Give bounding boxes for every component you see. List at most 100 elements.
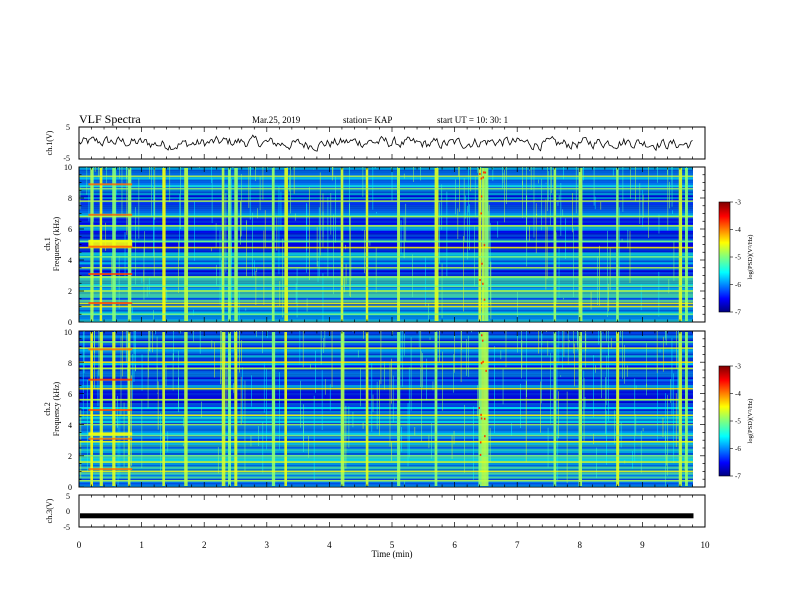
spectrogram-row (79, 212, 693, 216)
spectrogram-row (79, 452, 693, 456)
spectrogram-row (79, 280, 693, 283)
spectrogram-line (79, 240, 693, 243)
spectrogram-line (79, 266, 693, 269)
spectrogram-row (79, 391, 693, 394)
spectrogram-row (79, 179, 693, 182)
spectrogram-burst (578, 332, 583, 486)
spectrogram-burst (397, 332, 401, 486)
spectrogram-row (79, 226, 693, 229)
spectrogram-hotspot (480, 413, 482, 416)
spectrogram-line (79, 215, 693, 218)
spectrogram-row (79, 446, 693, 450)
spectrogram-line (79, 398, 693, 401)
spectrogram-line (79, 175, 693, 178)
spectrogram-burst (234, 332, 238, 486)
spectrogram-burst (478, 332, 482, 486)
spectrogram-row (79, 234, 693, 237)
spectrogram-row (79, 466, 693, 469)
spectrogram-row (79, 216, 693, 220)
spectrogram-row (79, 193, 693, 196)
spectrogram-burst (616, 332, 620, 486)
spectrogram-row (79, 395, 693, 398)
spectrogram-row (79, 191, 693, 194)
time-tick-label: 5 (390, 540, 395, 550)
spectrogram-line (79, 479, 693, 482)
ch3-ytick-mid: 0 (66, 507, 70, 516)
spectrogram-line (79, 440, 693, 443)
spectrogram-row (79, 210, 693, 214)
spectrogram-burst (481, 332, 486, 486)
ch1-spectrogram-image (79, 167, 693, 322)
ch2-ytick-8: 8 (68, 359, 72, 368)
spectrogram-row (79, 206, 693, 210)
spectrogram-burst (284, 168, 288, 321)
spectrogram-hotspot (480, 417, 483, 420)
spectrogram-row (79, 403, 693, 406)
spectrogram-line (79, 187, 693, 190)
spectrogram-line (79, 414, 693, 417)
spectrogram-burst (221, 332, 226, 486)
spectrogram-hotspot (483, 171, 485, 174)
ch3-level-trace (80, 513, 694, 519)
spectrogram-burst (340, 168, 344, 321)
spectrogram-row (79, 343, 693, 346)
spectrogram-row (79, 414, 693, 418)
colorbar-tick-label: -7 (735, 309, 741, 317)
date-label: Mar.25, 2019 (252, 115, 301, 125)
ch1-ytick-10: 10 (64, 163, 72, 172)
spectrogram-row (79, 295, 693, 299)
spectrogram-line (79, 246, 693, 249)
spectrogram-burst (228, 168, 231, 321)
spectrogram-burst (484, 168, 489, 321)
spectrogram-burst (685, 168, 688, 321)
spectrogram-early-line (88, 273, 133, 276)
time-axis-label: Time (min) (372, 549, 413, 559)
spectrogram-hotspot (482, 360, 484, 363)
spectrogram-row (79, 307, 693, 310)
spectrogram-hotspot (483, 244, 486, 247)
spectrogram-row (79, 185, 693, 188)
spectrogram-burst (616, 168, 619, 321)
spectrogram-row (79, 228, 693, 231)
spectrogram-row (79, 299, 693, 303)
spectrogram-line (79, 305, 693, 308)
spectrogram-early-line (88, 302, 133, 305)
colorbar-gradient (718, 201, 731, 313)
spectrogram-row (79, 468, 693, 471)
spectrogram-row (79, 430, 693, 434)
spectrogram-line (79, 276, 693, 278)
spectrogram-row (79, 456, 693, 459)
colorbar-tick-label: -4 (735, 390, 741, 398)
spectrogram-burst (685, 332, 688, 486)
spectrogram-row (79, 476, 693, 479)
spectrogram-row (79, 315, 693, 318)
spectrogram-hotspot (479, 172, 481, 175)
spectrogram-row (79, 189, 693, 192)
spectrogram-row (79, 248, 693, 251)
ch1-ytick-4: 4 (68, 256, 72, 265)
spectrogram-row (79, 478, 693, 481)
spectrogram-row (79, 258, 693, 261)
spectrogram-row (79, 458, 693, 461)
time-tick-label: 3 (265, 540, 270, 550)
spectrogram-row (79, 355, 693, 358)
spectrogram-row (79, 409, 693, 412)
spectrogram-row (79, 472, 693, 475)
spectrogram-row (79, 442, 693, 446)
spectrogram-row (79, 426, 693, 430)
spectrogram-line (79, 455, 693, 457)
spectrogram-row (79, 274, 693, 277)
spectrogram-row (79, 303, 693, 306)
colorbar-tick-label: -3 (735, 199, 741, 207)
spectrogram-burst (184, 168, 189, 321)
spectrogram-burst (162, 332, 165, 486)
ch1-ytick-0: 0 (68, 318, 72, 327)
spectrogram-row (79, 199, 693, 202)
spectrogram-row (79, 444, 693, 448)
ch1-colorbar: -3 -4 -5 -6 -7 log(PSD)(V²/Hz) (718, 199, 754, 317)
ylabel-line: Frequency (kHz) (52, 381, 61, 436)
colorbar-label: log(PSD)(V²/Hz) (747, 399, 754, 444)
spectrogram-hotspot (481, 262, 483, 265)
spectrogram-line (79, 200, 693, 202)
